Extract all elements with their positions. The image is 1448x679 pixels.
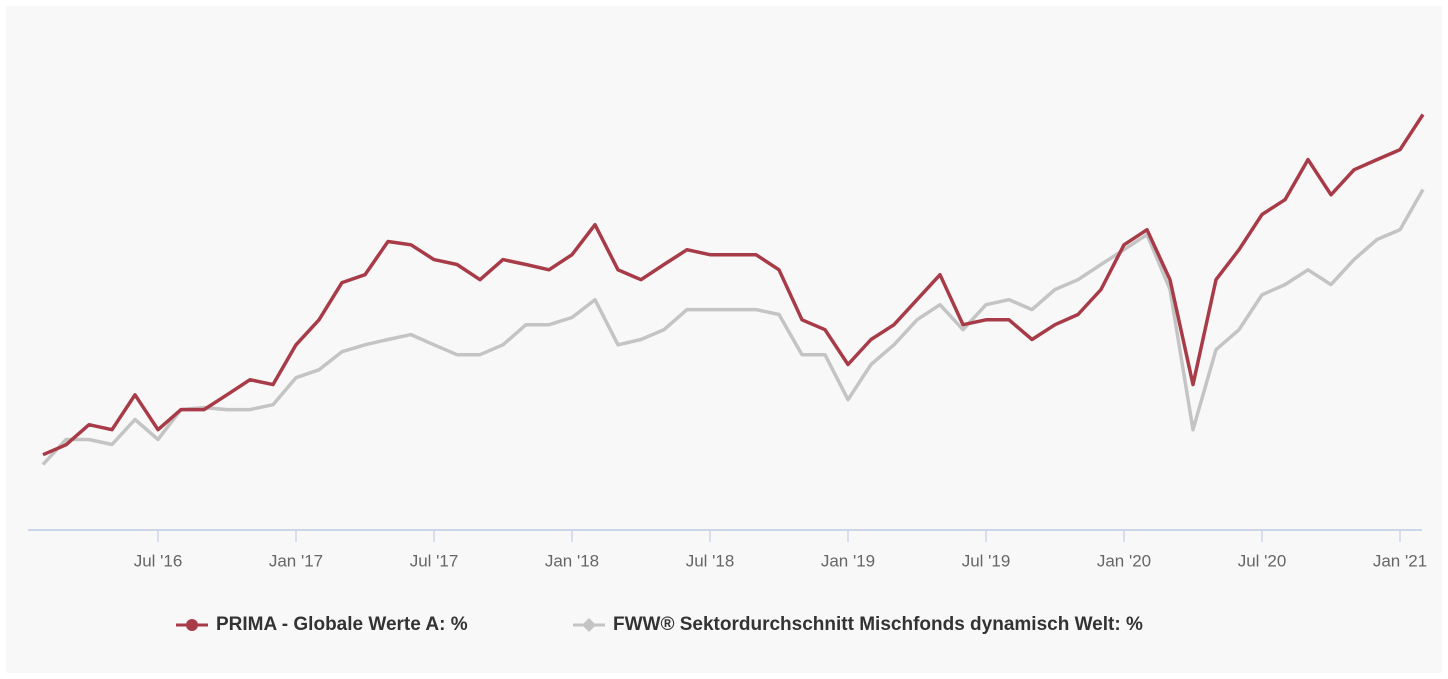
x-tick-label: Jul '16 bbox=[134, 551, 183, 570]
x-tick-label: Jan '21 bbox=[1373, 551, 1427, 570]
legend-label: PRIMA - Globale Werte A: % bbox=[216, 614, 468, 635]
x-tick-label: Jan '17 bbox=[269, 551, 323, 570]
x-tick-label: Jan '19 bbox=[821, 551, 875, 570]
series-line bbox=[42, 113, 1425, 457]
x-tick-label: Jul '18 bbox=[686, 551, 735, 570]
series-line bbox=[41, 188, 1425, 466]
x-tick-label: Jul '20 bbox=[1238, 551, 1287, 570]
legend-marker bbox=[186, 619, 198, 631]
x-tick-label: Jan '18 bbox=[545, 551, 599, 570]
x-tick-label: Jul '19 bbox=[962, 551, 1011, 570]
legend-marker bbox=[582, 618, 596, 632]
x-tick-label: Jul '17 bbox=[410, 551, 459, 570]
x-tick-label: Jan '20 bbox=[1097, 551, 1151, 570]
legend-label: FWW® Sektordurchschnitt Mischfonds dynam… bbox=[613, 614, 1143, 635]
